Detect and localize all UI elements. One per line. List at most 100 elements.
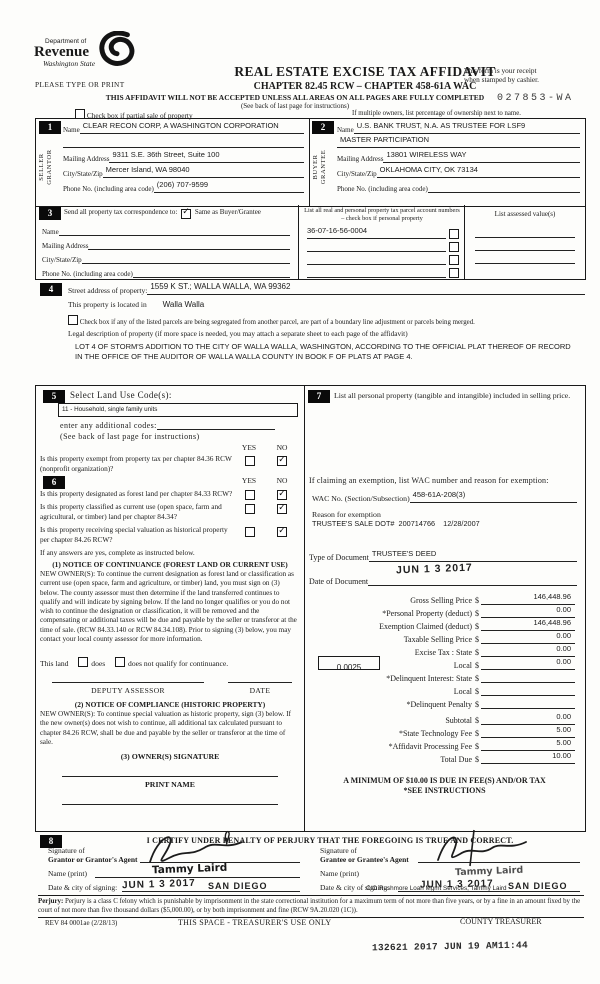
correspondence-left: 3 Send all property tax correspondence t… [36,205,298,279]
fee-row-excise-state: Excise Tax : State $ 0.00 [304,644,575,657]
parcel-column: List all real and personal property tax … [298,205,465,279]
section-4-number: 4 [40,283,62,296]
fee-field-delinq-interest-local[interactable] [481,677,575,696]
notice2-body: NEW OWNER(S): To continue special valuat… [40,710,291,746]
no-header-6: NO [276,476,288,485]
owners-signature-line[interactable] [62,776,278,777]
same-as-buyer-checkbox[interactable]: ✓ [181,207,192,219]
fee-field-personal[interactable]: 0.00 [481,599,575,618]
street-address-row: Street address of property: 1559 K ST.; … [68,282,585,295]
multiple-owners-note: If multiple owners, list percentage of o… [352,110,521,117]
does-checkbox[interactable] [78,657,89,667]
additional-codes-field[interactable] [156,419,275,430]
notice2-title: (2) NOTICE OF COMPLIANCE (HISTORIC PROPE… [74,700,266,709]
segregated-row: Check box if any of the listed parcels a… [68,315,583,326]
parcel-field-2[interactable] [307,241,446,252]
date-of-document-row: Date of Document [309,575,577,586]
deputy-date-line[interactable] [228,682,292,683]
parcel-field-3[interactable] [307,254,446,265]
q-exempt-no-checkbox[interactable]: ✓ [277,455,287,466]
fee-field-gross[interactable]: 146,448.96 [481,586,575,605]
street-address-field[interactable]: 1559 K ST.; WALLA WALLA, WA 99362 [147,276,585,295]
certify-statement: I CERTIFY UNDER PENALTY OF PERJURY THAT … [146,836,514,845]
buyer-mailing-label: Mailing Address [337,155,384,163]
date-of-document-field[interactable] [368,575,577,586]
parcel-checkbox-4[interactable] [449,268,459,278]
fee-field-delinq-interest-state[interactable] [481,664,575,683]
parcel-checkbox-1[interactable] [449,229,459,239]
buyer-name-label: Name [337,126,354,134]
correspondence-city-field[interactable] [81,253,290,264]
land-use-column: 5 Select Land Use Code(s): 11 - Househol… [36,386,305,831]
grantee-date-line[interactable] [398,891,580,892]
does-label: does [91,659,106,668]
correspondence-phone-field[interactable] [132,267,290,278]
fee-field-tech-fee[interactable]: 5.00 [481,719,575,738]
buyer-name2-field[interactable]: MASTER PARTICIPATION [337,129,580,148]
grantor-date-line[interactable] [122,891,300,892]
q-forest-yes-checkbox[interactable] [245,490,255,500]
seller-name-field[interactable]: CLEAR RECON CORP, A WASHINGTON CORPORATI… [79,115,304,134]
seller-name-label: Name [63,126,80,134]
buyer-name-field[interactable]: U.S. BANK TRUST, N.A. AS TRUSTEE FOR LSF… [353,115,580,134]
parcel-rows: 36-07-16-56-0004 [307,226,459,278]
deputy-assessor-line[interactable] [52,682,204,683]
section-8-number: 8 [40,835,62,848]
fee-field-delinq-penalty[interactable] [481,690,575,709]
additional-codes-label: enter any additional codes: [60,421,157,430]
fee-field-taxable[interactable]: 0.00 [481,625,575,644]
parcel-field-4[interactable] [307,267,446,278]
grantor-signature [149,836,243,863]
chapter-line: CHAPTER 82.45 RCW – CHAPTER 458-61A WAC [253,81,477,92]
buyer-phone-field[interactable] [427,174,580,193]
fee-field-excise-state[interactable]: 0.00 [481,638,575,657]
segregated-checkbox[interactable] [68,315,78,325]
q-forest-no-checkbox[interactable]: ✓ [277,489,287,500]
assessed-field-2[interactable] [475,250,575,251]
correspondence-fields: Name Mailing Address City/State/Zip Phon… [42,222,290,278]
fee-field-exemption[interactable]: 146,448.96 [481,612,575,631]
q-forest-text: Is this property designated as forest la… [40,489,233,498]
correspondence-mailing-field[interactable] [88,239,290,250]
grantee-city-stamp: SAN DIEGO [508,881,568,891]
q-exempt-yes-checkbox[interactable] [245,456,255,466]
print-name-line[interactable] [62,804,278,805]
this-land-row: This land does does not qualify for cont… [40,657,228,668]
grantor-name-label: Name (print) [48,869,87,878]
type-of-document-field[interactable]: TRUSTEE'S DEED [368,543,577,562]
parcel-checkbox-3[interactable] [449,255,459,265]
seller-name2-field[interactable] [63,129,304,148]
reason-label: Reason for exemption [312,510,381,519]
fee-field-total-due[interactable]: 10.00 [481,745,575,764]
grantor-name-line[interactable] [95,877,300,878]
fee-field-excise-local[interactable]: 0.00 [481,651,575,670]
land-use-code-box[interactable]: 11 - Household, single family units [58,403,298,417]
grantor-signature-line[interactable] [140,862,300,863]
assessed-field-3[interactable] [475,263,575,264]
grantee-signature [437,829,527,867]
q-current-no-checkbox[interactable]: ✓ [277,503,287,514]
wac-row: WAC No. (Section/Subsection) 458-61A-208… [312,490,577,503]
fee-field-subtotal[interactable]: 0.00 [481,706,575,725]
wac-field[interactable]: 458-61A-208(3) [409,484,577,503]
assessed-field-1[interactable] [475,237,575,238]
parcel-checkbox-2[interactable] [449,242,459,252]
buyer-city-field[interactable]: OKLAHOMA CITY, OK 73134 [376,159,580,178]
fee-field-processing-fee[interactable]: 5.00 [481,732,575,751]
seller-city-field[interactable]: Mercer Island, WA 98040 [102,159,304,178]
does-not-checkbox[interactable] [115,657,126,667]
seller-phone-field[interactable]: (206) 707-9599 [153,174,304,193]
fee-row-delinq-penalty: *Delinquent Penalty $ [304,697,575,709]
parcel-field-1[interactable]: 36-07-16-56-0004 [307,220,446,239]
legal-description-label: Legal description of property (if more s… [68,329,408,338]
seller-mailing-field[interactable]: 9311 S.E. 36th Street, Suite 100 [109,144,304,163]
grantee-signature-line[interactable] [418,862,580,863]
correspondence-name-field[interactable] [58,225,290,236]
buyer-mailing-field[interactable]: 13801 WIRELESS WAY [383,144,580,163]
q-historic-yes-checkbox[interactable] [245,527,255,537]
q-current-yes-checkbox[interactable] [245,504,255,514]
q-historic-no-checkbox[interactable]: ✓ [277,526,287,537]
grantor-sig-label-2: Grantor or Grantor's Agent [48,855,138,864]
mid-box: 5 Select Land Use Code(s): 11 - Househol… [35,385,586,832]
logo-state: Washington State [43,59,96,68]
